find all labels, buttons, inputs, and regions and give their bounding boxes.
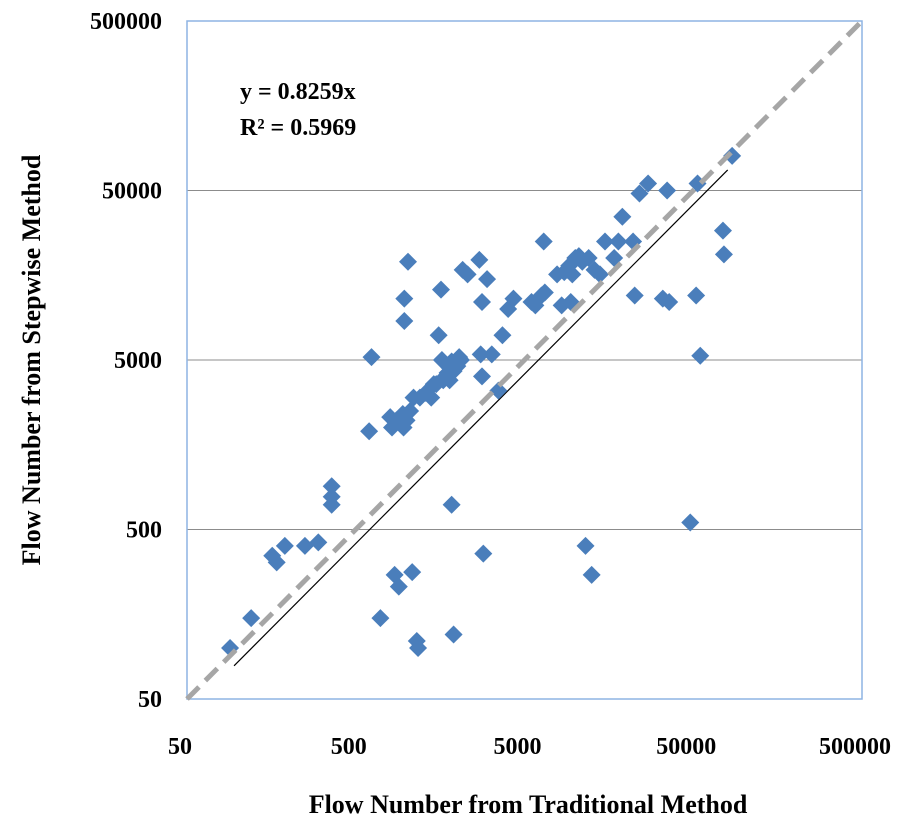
r-squared-label: R² = 0.5969 [240,115,356,141]
data-point-95 [687,286,706,305]
data-point-66 [534,232,553,251]
data-point-88 [625,286,644,305]
y-tick-label: 500 [126,518,162,544]
trend-equation: y = 0.8259x [240,79,356,105]
x-tick-label: 500 [331,734,367,760]
data-point-23 [399,252,418,271]
data-point-35 [431,280,450,299]
data-point-55 [473,367,492,386]
data-point-100 [723,146,742,165]
data-point-53 [471,345,490,364]
data-point-11 [362,348,381,367]
data-point-56 [474,544,493,563]
data-point-92 [658,181,677,200]
data-point-24 [401,402,420,421]
data-point-90 [639,174,658,193]
y-tick-label: 500000 [90,9,162,35]
data-point-85 [609,232,628,251]
x-tick-label: 5000 [494,734,542,760]
data-point-5 [295,536,314,555]
data-point-3 [267,553,286,572]
data-point-1 [242,609,261,628]
data-point-52 [470,250,489,269]
data-point-25 [403,563,422,582]
y-axis-tick-labels: 50 500 5000 50000 500000 [90,9,162,713]
data-point-51 [458,265,477,284]
data-point-28 [409,638,428,657]
data-point-7 [322,477,341,496]
data-point-97 [691,346,710,365]
data-point-10 [360,422,379,441]
data-point-59 [489,381,508,400]
data-point-82 [590,265,609,284]
data-point-94 [681,513,700,532]
data-point-80 [582,565,601,584]
equality-line [185,19,864,701]
data-point-83 [596,232,615,251]
data-point-12 [371,609,390,628]
data-point-34 [429,326,448,345]
y-tick-label: 5000 [114,348,162,374]
data-point-9 [322,495,341,514]
y-tick-label: 50000 [102,179,162,205]
y-tick-label: 50 [138,687,162,713]
data-point-6 [309,533,328,552]
linear-trendline [233,169,729,667]
x-tick-label: 50 [168,734,192,760]
x-axis-title: Flow Number from Traditional Method [309,790,748,819]
data-point-57 [478,270,497,289]
data-point-99 [714,245,733,264]
data-point-98 [713,221,732,240]
plot-area-frame [186,20,863,700]
data-point-21 [395,289,414,308]
data-point-62 [504,289,523,308]
x-axis-tick-labels: 50 500 5000 50000 500000 [168,734,891,760]
data-point-58 [482,345,501,364]
data-points [221,146,742,657]
data-point-67 [535,283,554,302]
x-tick-label: 500000 [819,734,891,760]
data-point-74 [563,265,582,284]
data-point-31 [422,388,441,407]
y-axis-title: Flow Number from Stepwise Method [17,154,46,565]
data-point-89 [630,184,649,203]
data-point-93 [660,292,679,311]
data-point-17 [389,577,408,596]
data-point-49 [451,351,470,369]
data-point-78 [576,536,595,555]
data-point-45 [444,625,463,644]
data-point-54 [473,292,492,311]
data-point-4 [275,536,294,555]
data-point-20 [395,311,414,330]
data-point-60 [493,326,512,345]
data-point-86 [613,207,632,226]
x-tick-label: 50000 [656,734,716,760]
data-point-42 [442,495,461,514]
